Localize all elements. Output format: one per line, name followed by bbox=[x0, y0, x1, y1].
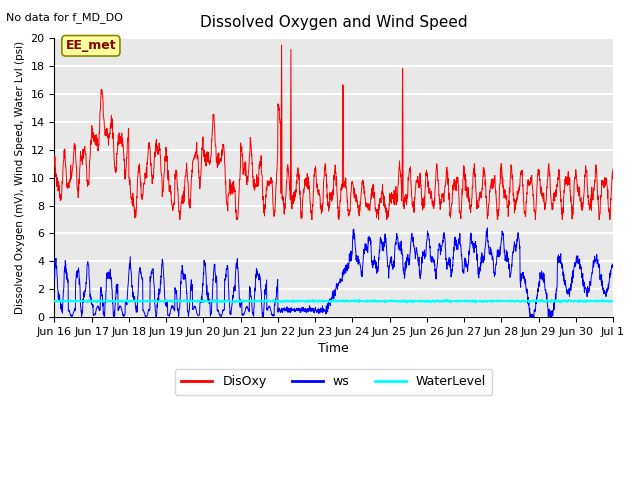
Title: Dissolved Oxygen and Wind Speed: Dissolved Oxygen and Wind Speed bbox=[200, 15, 467, 30]
Text: No data for f_MD_DO: No data for f_MD_DO bbox=[6, 12, 124, 23]
Y-axis label: Dissolved Oxygen (mV), Wind Speed, Water Lvl (psi): Dissolved Oxygen (mV), Wind Speed, Water… bbox=[15, 41, 25, 314]
Legend: DisOxy, ws, WaterLevel: DisOxy, ws, WaterLevel bbox=[175, 369, 492, 395]
Text: EE_met: EE_met bbox=[65, 39, 116, 52]
X-axis label: Time: Time bbox=[318, 342, 349, 356]
